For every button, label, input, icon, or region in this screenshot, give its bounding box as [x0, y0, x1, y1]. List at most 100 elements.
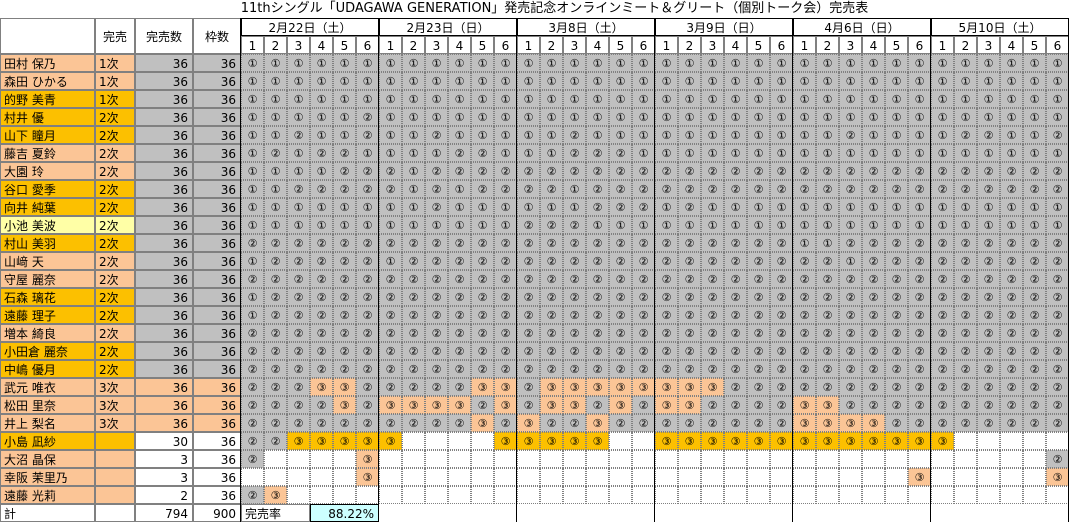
member-slot-count: 36	[193, 360, 241, 378]
session-cell: ①	[402, 198, 425, 216]
session-cell	[609, 432, 632, 450]
session-cell: ③	[540, 378, 563, 396]
session-cell: ②	[1000, 342, 1023, 360]
session-cell: ①	[563, 72, 586, 90]
session-cell: ②	[471, 162, 494, 180]
session-cell: ②	[1046, 396, 1069, 414]
part-header: 6	[908, 36, 931, 54]
session-cell: ②	[770, 252, 793, 270]
session-cell: ②	[678, 288, 701, 306]
session-cell: ②	[609, 144, 632, 162]
session-cell: ②	[1000, 252, 1023, 270]
session-cell	[563, 450, 586, 468]
session-cell: ①	[333, 108, 356, 126]
session-cell: ②	[402, 378, 425, 396]
session-cell: ②	[494, 306, 517, 324]
session-cell	[655, 486, 678, 504]
session-cell: ①	[287, 72, 310, 90]
session-cell: ②	[816, 342, 839, 360]
session-cell	[632, 468, 655, 486]
session-cell: ②	[793, 162, 816, 180]
session-cell	[747, 450, 770, 468]
member-sold-count: 36	[135, 324, 193, 342]
session-cell: ②	[402, 306, 425, 324]
session-cell	[310, 450, 333, 468]
session-cell	[655, 468, 678, 486]
member-name: 的野 美青	[0, 90, 95, 108]
session-cell: ①	[655, 108, 678, 126]
session-cell: ②	[701, 162, 724, 180]
session-cell: ②	[885, 270, 908, 288]
session-cell: ②	[1023, 342, 1046, 360]
session-cell: ①	[724, 126, 747, 144]
session-cell: ②	[839, 396, 862, 414]
session-cell: ②	[862, 252, 885, 270]
session-cell: ②	[655, 306, 678, 324]
session-cell: ②	[1046, 288, 1069, 306]
session-cell: ②	[839, 270, 862, 288]
session-cell	[862, 450, 885, 468]
session-cell: ①	[586, 216, 609, 234]
session-cell: ②	[356, 126, 379, 144]
session-cell: ①	[494, 126, 517, 144]
session-cell: ②	[977, 126, 1000, 144]
session-cell: ①	[793, 90, 816, 108]
session-cell: ②	[379, 180, 402, 198]
session-cell: ②	[701, 180, 724, 198]
session-cell: ①	[425, 144, 448, 162]
part-header: 4	[310, 36, 333, 54]
session-cell: ②	[885, 342, 908, 360]
session-cell: ①	[402, 108, 425, 126]
session-cell: ②	[908, 234, 931, 252]
session-cell: ②	[655, 324, 678, 342]
session-cell: ①	[333, 216, 356, 234]
member-sold-count: 36	[135, 108, 193, 126]
session-cell: ②	[1023, 360, 1046, 378]
session-cell: ②	[287, 270, 310, 288]
session-cell: ①	[954, 144, 977, 162]
session-cell	[793, 486, 816, 504]
session-cell: ②	[655, 414, 678, 432]
session-cell: ②	[1046, 252, 1069, 270]
session-cell: ②	[885, 288, 908, 306]
date-header: 2月23日（日）	[379, 18, 517, 36]
member-wave: 3次	[95, 414, 135, 432]
session-cell: ①	[908, 108, 931, 126]
session-cell: ②	[448, 342, 471, 360]
session-cell: ②	[908, 252, 931, 270]
session-cell: ③	[494, 432, 517, 450]
session-cell	[333, 468, 356, 486]
part-header: 3	[563, 36, 586, 54]
member-slot-count: 36	[193, 306, 241, 324]
session-cell: ②	[287, 360, 310, 378]
session-cell: ②	[678, 270, 701, 288]
session-cell	[517, 468, 540, 486]
session-cell: ②	[747, 396, 770, 414]
session-cell: ②	[931, 180, 954, 198]
session-cell: ②	[839, 378, 862, 396]
session-cell: ③	[655, 378, 678, 396]
session-cell: ②	[724, 252, 747, 270]
session-cell: ②	[701, 360, 724, 378]
session-cell: ②	[701, 288, 724, 306]
session-cell: ②	[264, 396, 287, 414]
member-slot-count: 36	[193, 108, 241, 126]
session-cell: ③	[793, 432, 816, 450]
member-sold-count: 36	[135, 54, 193, 72]
total-label: 計	[0, 504, 95, 522]
session-cell	[563, 486, 586, 504]
session-cell: ①	[885, 126, 908, 144]
session-cell: ①	[862, 198, 885, 216]
session-cell: ②	[379, 342, 402, 360]
session-cell: ②	[747, 180, 770, 198]
session-cell: ②	[908, 324, 931, 342]
date-group-separator	[516, 18, 517, 522]
part-header: 5	[471, 36, 494, 54]
session-cell: ②	[333, 234, 356, 252]
session-cell: ①	[862, 90, 885, 108]
session-cell: ②	[609, 198, 632, 216]
session-cell: ②	[379, 306, 402, 324]
session-cell	[540, 486, 563, 504]
session-cell: ①	[609, 216, 632, 234]
member-wave: 2次	[95, 306, 135, 324]
